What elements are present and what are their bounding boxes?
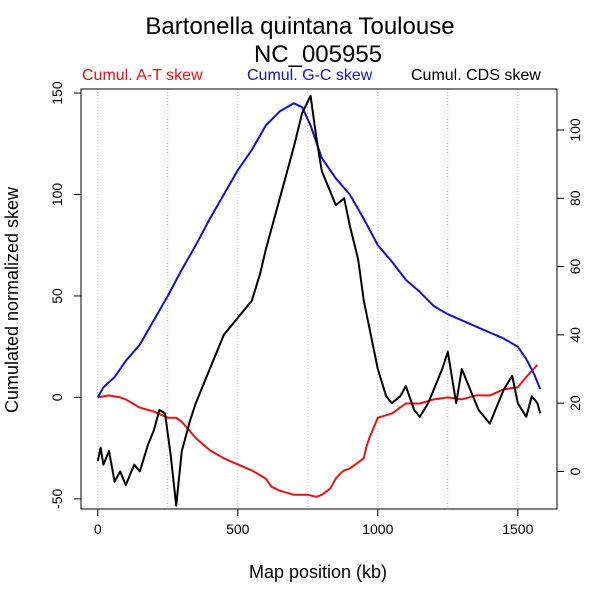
y-tick-label-left: -50 — [49, 489, 65, 509]
x-tick-label: 1500 — [502, 521, 533, 537]
x-tick-label: 0 — [94, 521, 102, 537]
chart-title: Bartonella quintana Toulouse — [145, 13, 454, 40]
vertical-gridlines — [97, 89, 519, 509]
y-tick-label-right: 20 — [567, 395, 583, 411]
y-axis-left: -50 0 50 100 150 — [49, 81, 82, 509]
y-tick-label-left: 50 — [49, 288, 65, 304]
y-tick-label-left: 100 — [49, 183, 65, 207]
y-axis-right: 0 20 40 60 80 100 — [557, 118, 583, 475]
x-tick-label: 1000 — [362, 521, 393, 537]
cds-skew-line — [96, 94, 542, 507]
x-axis: 0 500 1000 1500 — [94, 509, 534, 537]
y-tick-label-right: 100 — [567, 118, 583, 142]
x-tick-label: 500 — [226, 521, 250, 537]
legend-at-skew: Cumul. A-T skew — [82, 67, 203, 84]
at-skew-line — [97, 364, 539, 498]
series-lines — [96, 94, 542, 507]
y-tick-label-left: 150 — [49, 81, 65, 105]
y-axis-label: Cumulated normalized skew — [2, 186, 22, 413]
y-tick-label-left: 0 — [49, 393, 65, 401]
y-tick-label-right: 0 — [567, 467, 583, 475]
chart-subtitle: NC_005955 — [254, 41, 382, 68]
legend-gc-skew: Cumul. G-C skew — [247, 67, 373, 84]
y-tick-label-right: 40 — [567, 327, 583, 343]
y-tick-label-right: 80 — [567, 190, 583, 206]
legend-cds-skew: Cumul. CDS skew — [411, 67, 541, 84]
x-axis-label: Map position (kb) — [249, 562, 387, 582]
y-tick-label-right: 60 — [567, 259, 583, 275]
